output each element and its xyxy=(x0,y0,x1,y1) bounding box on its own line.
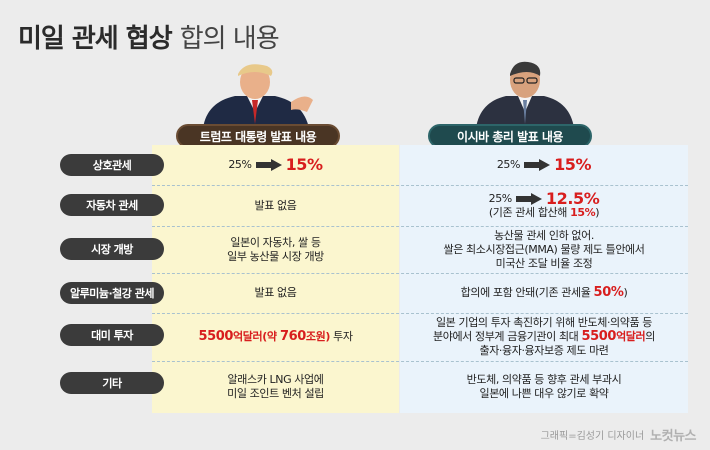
right-arrow-icon xyxy=(524,159,551,171)
cell-line: 미국산 조달 비율 조정 xyxy=(495,256,593,270)
row-divider xyxy=(152,273,688,274)
title-main: 미일 관세 협상 xyxy=(18,24,173,54)
cell-line: 일본 기업의 투자 촉진하기 위해 반도체·의약품 등 xyxy=(435,316,653,329)
cell-trump-reciprocal: 25% 15% xyxy=(152,145,399,185)
cell-text: 발표 없음 xyxy=(254,198,297,212)
cell-line: 미일 조인트 벤처 설립 xyxy=(227,387,324,400)
cell-ishiba-other: 반도체, 의약품 등 향후 관세 부과시 일본에 나쁜 대우 않기로 확약 xyxy=(400,361,688,413)
cell-trump-steel: 발표 없음 xyxy=(152,273,399,313)
row-divider xyxy=(152,185,688,186)
rate-from: 25% xyxy=(496,158,521,171)
cell-trump-market: 일본이 자동차, 쌀 등 일부 농산물 시장 개방 xyxy=(152,226,399,273)
title-sub: 합의 내용 xyxy=(179,24,280,54)
trump-column xyxy=(152,145,399,413)
ishiba-portrait xyxy=(470,58,580,128)
right-arrow-icon xyxy=(515,192,542,205)
cell-part: 합의에 포함 안돼(기존 관세율 xyxy=(460,286,594,299)
ishiba-column xyxy=(400,145,688,413)
cell-ishiba-auto: 25% 12.5% (기존 관세 합산해 15%) xyxy=(400,185,688,226)
rate-from: 25% xyxy=(228,158,252,171)
cell-ishiba-steel: 합의에 포함 안돼(기존 관세율 50%) xyxy=(400,273,688,313)
row-label-aluminum-steel: 알루미늄·철강 관세 xyxy=(60,282,164,304)
investment-suffix: 투자 xyxy=(330,330,353,343)
rate-to: 12.5% xyxy=(545,188,600,208)
investment-amount: 5500 xyxy=(581,329,617,344)
comparison-table xyxy=(152,145,688,413)
rate-from: 25% xyxy=(488,191,513,205)
row-label-reciprocal-tariff: 상호관세 xyxy=(60,154,164,176)
rate-to: 15% xyxy=(554,155,592,174)
cell-line: 알래스카 LNG 사업에 xyxy=(227,373,324,386)
investment-amount: 5500 xyxy=(198,329,234,344)
row-label-us-investment: 대미 투자 xyxy=(60,324,164,346)
nocut-news-logo: 노컷뉴스 xyxy=(650,429,696,444)
page-title: 미일 관세 협상 합의 내용 xyxy=(18,18,280,55)
row-divider xyxy=(152,313,688,314)
rate-to: 15% xyxy=(285,155,324,174)
cell-line: 일본에 나쁜 대우 않기로 확약 xyxy=(479,387,609,400)
cell-line: 출자·융자·융자보증 제도 마련 xyxy=(479,344,609,357)
cell-part: 의 xyxy=(645,330,655,343)
cell-text: 발표 없음 xyxy=(254,286,297,299)
cell-line: 쌀은 최소시장접근(MMA) 물량 제도 틀안에서 xyxy=(443,242,645,256)
row-label-other: 기타 xyxy=(60,372,164,394)
cell-ishiba-market: 농산물 관세 인하 없어. 쌀은 최소시장접근(MMA) 물량 제도 틀안에서 … xyxy=(400,226,688,273)
cell-line: 농산물 관세 인하 없어. xyxy=(494,228,594,242)
cell-line: 반도체, 의약품 등 향후 관세 부과시 xyxy=(466,373,622,386)
cell-ishiba-investment: 일본 기업의 투자 촉진하기 위해 반도체·의약품 등 분야에서 정부계 금융기… xyxy=(400,313,688,361)
cell-ishiba-reciprocal: 25% 15% xyxy=(400,145,688,185)
ishiba-header: 이시바 총리 발표 내용 xyxy=(428,124,592,148)
note-rate: 15% xyxy=(570,205,596,219)
credit-text: 그래픽=김성기 디자이너 xyxy=(540,431,645,442)
investment-won: 760 xyxy=(279,329,306,344)
cell-trump-other: 알래스카 LNG 사업에 미일 조인트 벤처 설립 xyxy=(152,361,399,413)
cell-trump-auto: 발표 없음 xyxy=(152,185,399,226)
credit: 그래픽=김성기 디자이너 노컷뉴스 xyxy=(540,425,697,444)
steel-rate: 50% xyxy=(593,285,624,300)
cell-part: 분야에서 정부계 금융기관이 최대 xyxy=(433,330,582,343)
right-arrow-icon xyxy=(255,159,282,171)
row-divider xyxy=(152,226,688,227)
row-divider xyxy=(152,361,688,362)
cell-trump-investment: 5500억달러(약 760조원) 투자 xyxy=(152,313,399,361)
note-part: ) xyxy=(595,205,600,219)
cell-line: 일본이 자동차, 쌀 등 xyxy=(230,235,321,249)
note-part: (기존 관세 합산해 xyxy=(488,205,571,219)
cell-part: ) xyxy=(623,286,628,299)
cell-line: 일부 농산물 시장 개방 xyxy=(227,249,324,263)
row-label-market-opening: 시장 개방 xyxy=(60,238,164,260)
investment-unit: 억달러(약 xyxy=(233,330,280,343)
trump-portrait xyxy=(195,62,315,128)
investment-unit: 억달러 xyxy=(616,330,646,343)
investment-won-unit: 조원) xyxy=(305,330,330,343)
row-label-auto-tariff: 자동차 관세 xyxy=(60,194,164,216)
